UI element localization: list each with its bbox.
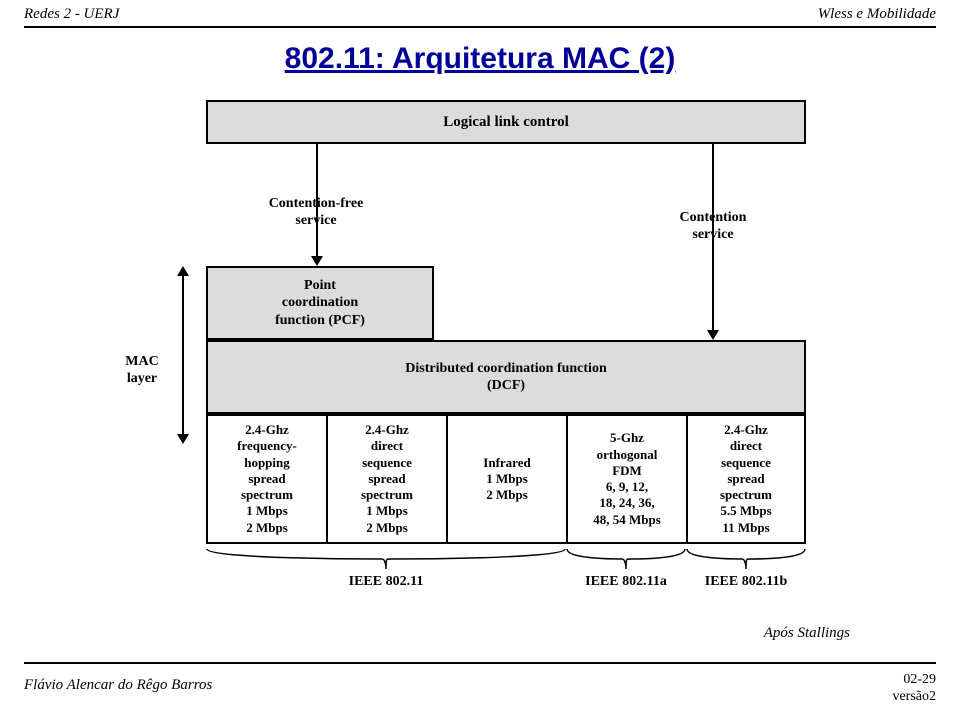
brace-label-1: IEEE 802.11a [566, 574, 686, 590]
header-right: Wless e Mobilidade [818, 6, 936, 23]
phy-box-0: 2.4-Ghzfrequency-hoppingspreadspectrum1 … [206, 414, 326, 544]
phy-box-3: 5-GhzorthogonalFDM6, 9, 12,18, 24, 36,48… [566, 414, 686, 544]
page-number: 02-29 [892, 672, 936, 689]
llc-box: Logical link control [206, 100, 806, 144]
brace-0 [206, 548, 566, 570]
arrow-cf-head [311, 256, 323, 266]
mac-layer-arrow-down [177, 434, 189, 444]
pcf-box: Pointcoordinationfunction (PCF) [206, 266, 434, 340]
arrow-c-head [707, 330, 719, 340]
phy-box-1: 2.4-Ghzdirectsequencespreadspectrum1 Mbp… [326, 414, 446, 544]
dcf-box: Distributed coordination function(DCF) [206, 340, 806, 414]
mac-layer-arrow [182, 276, 184, 434]
page-title: 802.11: Arquitetura MAC (2) [0, 42, 960, 76]
phy-box-4: 2.4-Ghzdirectsequencespreadspectrum5.5 M… [686, 414, 806, 544]
brace-1 [566, 548, 686, 570]
footer-right: 02-29 versão2 [892, 672, 936, 706]
arrow-cf [316, 144, 318, 256]
mac-layer-arrow-up [177, 266, 189, 276]
header-rule [24, 26, 936, 28]
brace-label-2: IEEE 802.11b [686, 574, 806, 590]
mac-architecture-diagram: Logical link control Contention-freeserv… [118, 96, 838, 616]
footer-author: Flávio Alencar do Rêgo Barros [24, 677, 212, 694]
phy-row: 2.4-Ghzfrequency-hoppingspreadspectrum1 … [206, 414, 806, 544]
brace-2 [686, 548, 806, 570]
phy-box-2: Infrared1 Mbps2 Mbps [446, 414, 566, 544]
footer-rule [24, 662, 936, 664]
arrow-c [712, 144, 714, 330]
header-left: Redes 2 - UERJ [24, 6, 119, 23]
version: versão2 [892, 689, 936, 706]
source-note: Após Stallings [764, 625, 850, 642]
brace-label-0: IEEE 802.11 [206, 574, 566, 590]
mac-layer-label: MAClayer [118, 354, 166, 388]
